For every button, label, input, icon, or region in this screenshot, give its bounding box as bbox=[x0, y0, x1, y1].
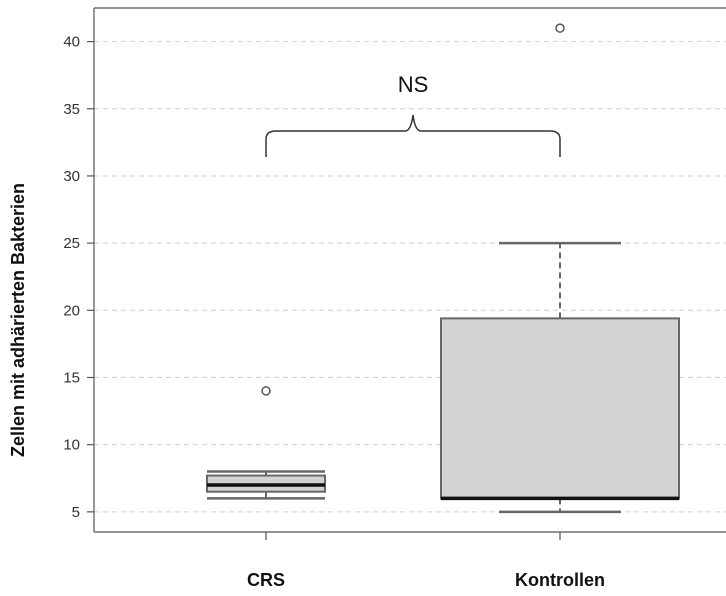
axes: 5 10 15 20 25 30 35 40 CRS Kontrollen bbox=[63, 7, 726, 590]
box-crs bbox=[206, 386, 326, 500]
boxes bbox=[206, 23, 680, 514]
y-tick-label: 25 bbox=[63, 235, 80, 252]
iqr-box bbox=[440, 317, 680, 500]
y-tick-label: 5 bbox=[72, 504, 80, 521]
y-tick-label: 20 bbox=[63, 302, 80, 319]
outlier-point bbox=[261, 386, 271, 396]
y-tick-label: 35 bbox=[63, 101, 80, 118]
y-tick-label: 40 bbox=[63, 34, 80, 51]
x-tick-label: CRS bbox=[247, 570, 285, 590]
y-tick-label: 15 bbox=[63, 369, 80, 386]
y-axis-title: Zellen mit adhärierten Bakterien bbox=[8, 183, 28, 457]
box-kontrollen bbox=[440, 23, 680, 514]
x-tick-label: Kontrollen bbox=[515, 570, 605, 590]
y-tick-label: 10 bbox=[63, 437, 80, 454]
outlier-point bbox=[555, 23, 565, 33]
significance-bracket bbox=[265, 114, 561, 157]
significance-annotation: NS bbox=[265, 72, 561, 157]
y-tick-label: 30 bbox=[63, 168, 80, 185]
significance-label: NS bbox=[398, 72, 429, 97]
